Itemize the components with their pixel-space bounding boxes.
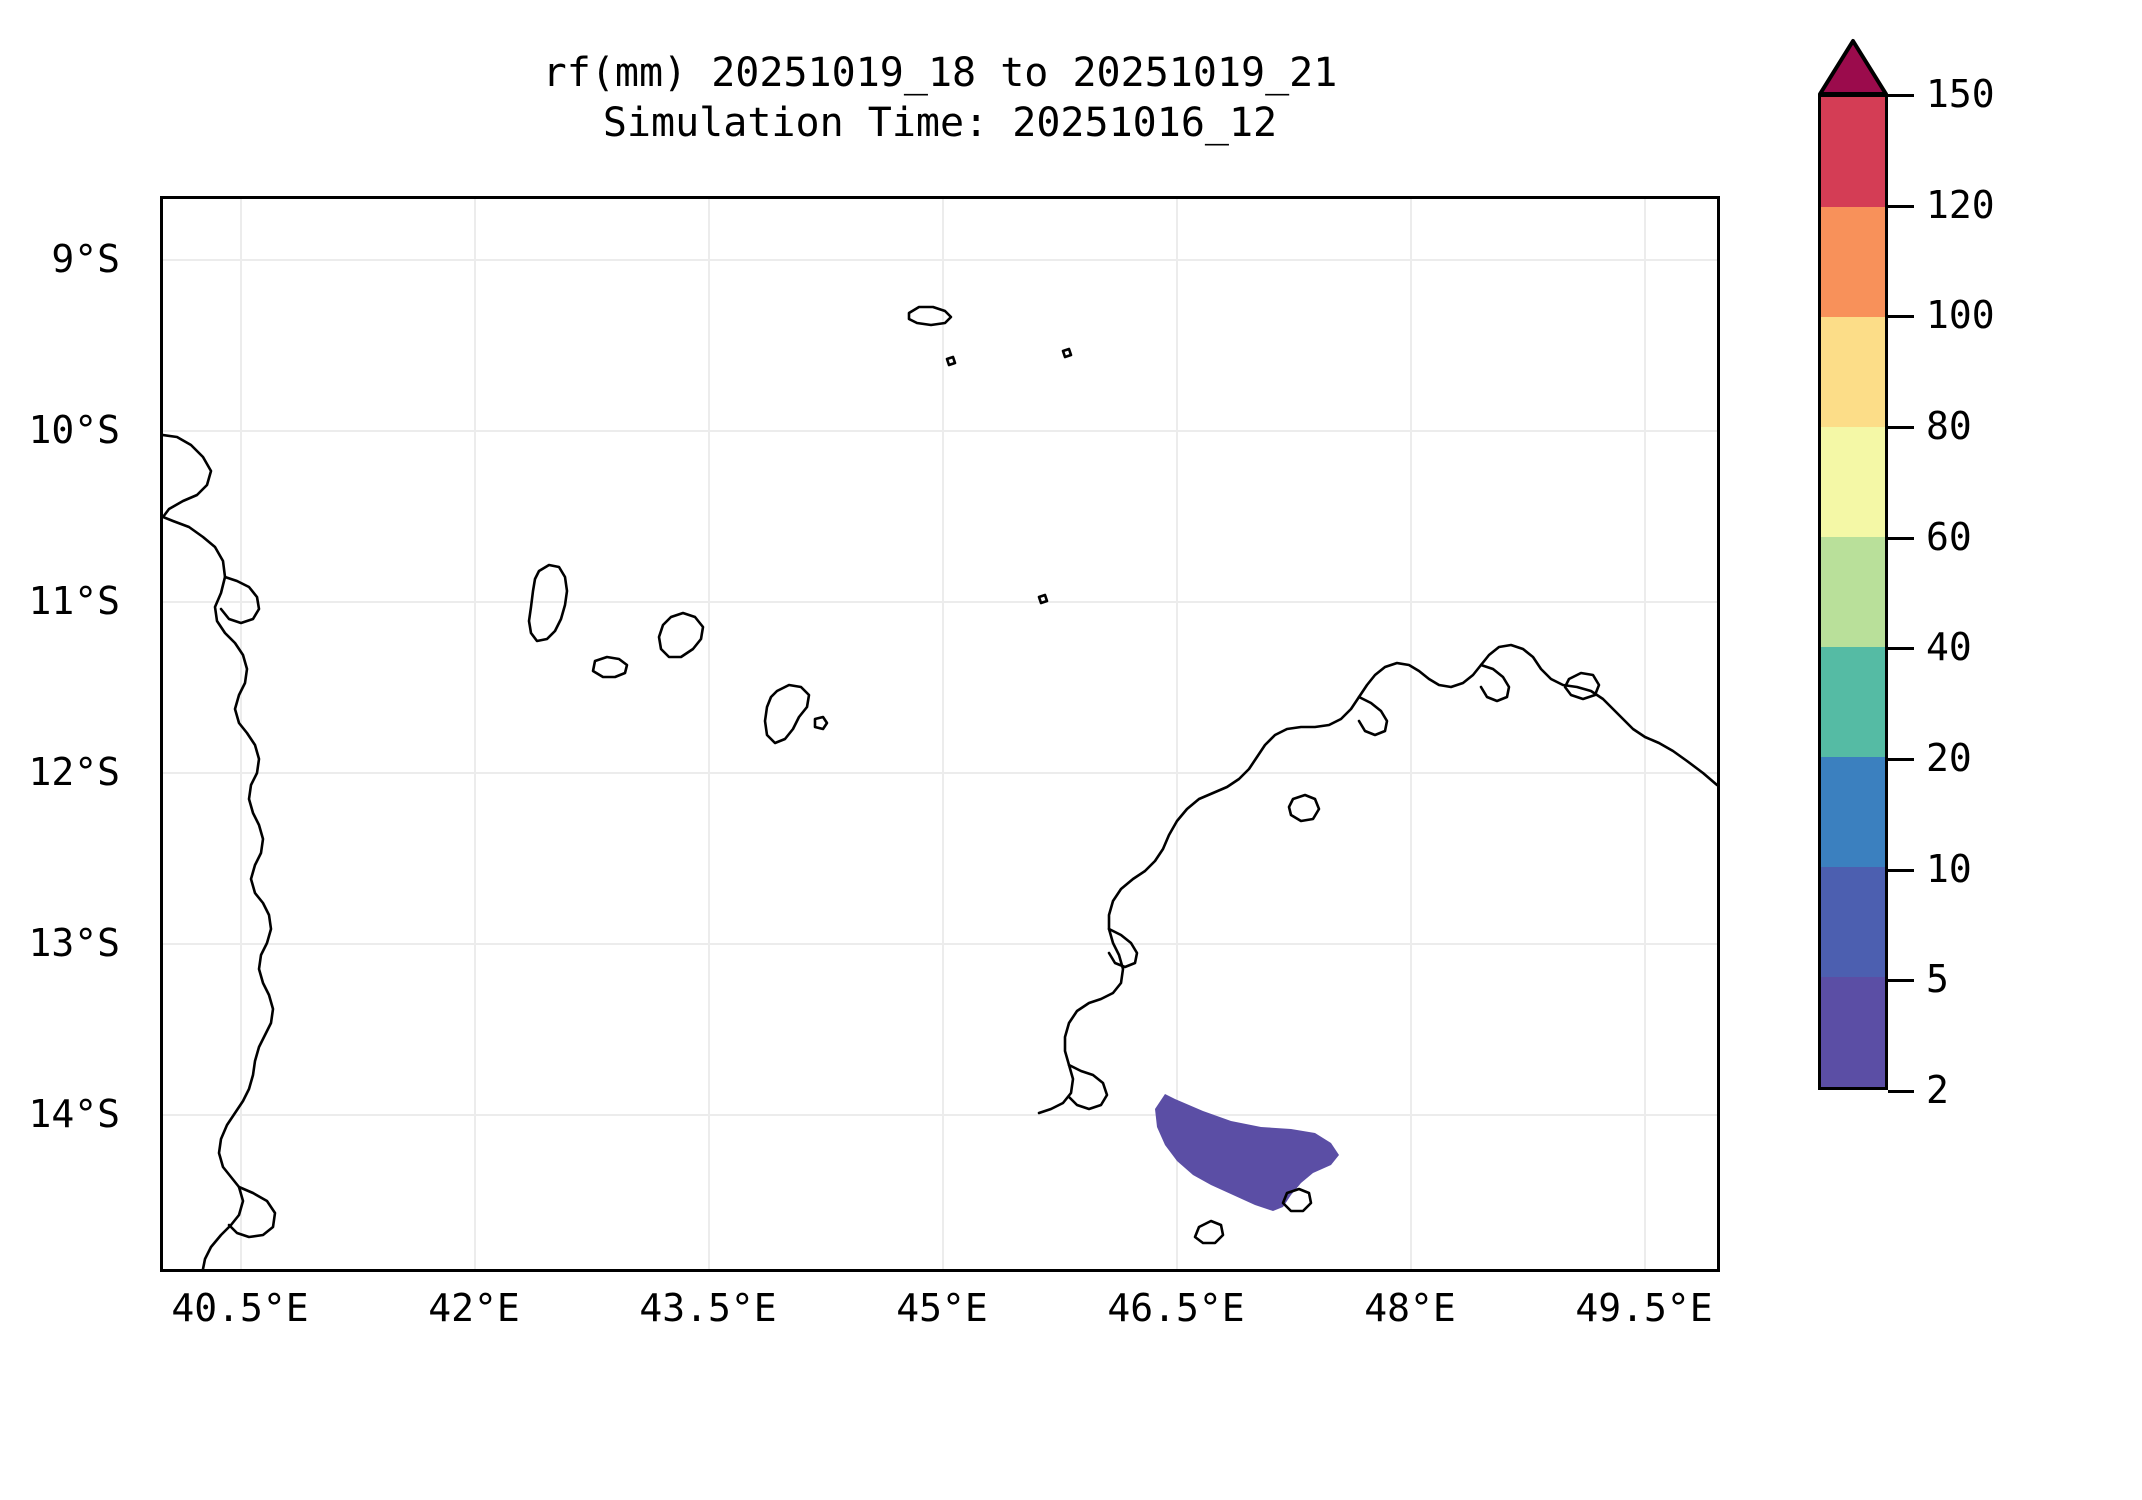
- coastline-glorioso-islands: [907, 305, 953, 327]
- gridline-lat-10S: [163, 430, 1717, 432]
- colorbar-tick-20: [1888, 758, 1914, 761]
- gridline-lon-48: [1410, 199, 1412, 1269]
- ytick-label-5: 14°S: [28, 1092, 120, 1136]
- title-line-2: Simulation Time: 20251016_12: [602, 100, 1278, 146]
- coastline-africa-mainland: [163, 433, 275, 1269]
- colorbar-label-120: 120: [1926, 183, 1995, 227]
- colorbar-label-10: 10: [1926, 847, 1972, 891]
- gridline-lon-46.5: [1176, 199, 1178, 1269]
- colorbar-tick-10: [1888, 869, 1914, 872]
- gridline-lat-12S: [163, 772, 1717, 774]
- colorbar-label-40: 40: [1926, 625, 1972, 669]
- coastline-madagascar-bay-detail-3: [1107, 927, 1139, 969]
- ytick-label-3: 12°S: [28, 750, 120, 794]
- colorbar-band-20-40: [1821, 647, 1885, 757]
- gridline-lat-9S: [163, 259, 1717, 261]
- coastline-moheli: [591, 655, 629, 679]
- colorbar-tick-80: [1888, 426, 1914, 429]
- ytick-label-0: 9°S: [51, 237, 120, 281]
- gridline-lat-11S: [163, 601, 1717, 603]
- colorbar-band-120-150: [1821, 97, 1885, 207]
- rainfall-field: [1155, 1094, 1339, 1211]
- coastline-madagascar-bay-detail-1: [1479, 663, 1511, 703]
- colorbar-band-100-120: [1821, 207, 1885, 317]
- coastline-islet-b: [1061, 347, 1073, 359]
- coastline-islet-c: [1037, 593, 1049, 605]
- colorbar-band-10-20: [1821, 757, 1885, 867]
- gridline-lon-40.5: [240, 199, 242, 1269]
- colorbar-band-80-100: [1821, 317, 1885, 427]
- gridline-lon-43.5: [708, 199, 710, 1269]
- gridline-lon-42: [474, 199, 476, 1269]
- colorbar-label-80: 80: [1926, 404, 1972, 448]
- gridline-lon-45: [942, 199, 944, 1269]
- xtick-label-5: 48°E: [1364, 1286, 1456, 1330]
- xtick-label-0: 40.5°E: [171, 1286, 309, 1330]
- xtick-label-6: 49.5°E: [1575, 1286, 1713, 1330]
- colorbar-tick-60: [1888, 537, 1914, 540]
- coastline-madagascar-islet-1: [1287, 793, 1321, 823]
- colorbar-band-5-10: [1821, 867, 1885, 977]
- title-line-1: rf(mm) 20251019_18 to 20251019_21: [542, 50, 1338, 96]
- coastline-africa-bay-detail: [219, 575, 261, 625]
- chart-title: rf(mm) 20251019_18 to 20251019_21 Simula…: [160, 48, 1720, 148]
- coastline-africa-south-detail: [227, 1185, 277, 1239]
- colorbar-tick-2: [1888, 1090, 1914, 1093]
- coastline-nosy-be: [1563, 671, 1601, 701]
- coastline-madagascar-northwest: [1037, 643, 1717, 1115]
- colorbar-label-150: 150: [1926, 72, 1995, 116]
- xtick-label-3: 45°E: [896, 1286, 988, 1330]
- coastline-islet-a: [945, 355, 957, 367]
- map-plot-area: [160, 196, 1720, 1272]
- coastline-grande-comore: [527, 563, 569, 643]
- colorbar: 150 120 100 80 60 40 20 10 5 2: [1818, 38, 1995, 1112]
- xtick-label-1: 42°E: [428, 1286, 520, 1330]
- coastline-mayotte-islet: [813, 715, 829, 731]
- coastline-anjouan: [657, 611, 705, 659]
- colorbar-tick-150: [1888, 94, 1914, 97]
- coastline-madagascar-south-detail: [1067, 1063, 1109, 1111]
- coastlines: [163, 305, 1717, 1269]
- coastline-madagascar-islet-2: [1193, 1219, 1225, 1245]
- gridline-lat-14S: [163, 1114, 1717, 1116]
- ytick-label-1: 10°S: [28, 408, 120, 452]
- colorbar-tick-120: [1888, 205, 1914, 208]
- gridline-lat-13S: [163, 943, 1717, 945]
- colorbar-band-40-60: [1821, 537, 1885, 647]
- colorbar-extend-max-arrow: [1818, 39, 1888, 96]
- colorbar-label-2: 2: [1926, 1068, 1949, 1112]
- xtick-label-4: 46.5°E: [1107, 1286, 1245, 1330]
- rainfall-patch-2-5mm: [1155, 1094, 1339, 1211]
- xtick-label-2: 43.5°E: [639, 1286, 777, 1330]
- ytick-label-2: 11°S: [28, 579, 120, 623]
- colorbar-gradient: [1818, 94, 1888, 1090]
- colorbar-band-60-80: [1821, 427, 1885, 537]
- coastline-madagascar-bay-detail-2: [1357, 695, 1389, 737]
- colorbar-tick-5: [1888, 979, 1914, 982]
- colorbar-band-2-5: [1821, 977, 1885, 1087]
- coastline-madagascar-islet-3: [1281, 1187, 1313, 1213]
- colorbar-label-100: 100: [1926, 293, 1995, 337]
- gridline-lon-49.5: [1644, 199, 1646, 1269]
- map-layer: [163, 305, 1717, 1269]
- colorbar-tick-40: [1888, 647, 1914, 650]
- coastline-mayotte: [763, 683, 811, 745]
- colorbar-label-20: 20: [1926, 736, 1972, 780]
- colorbar-label-60: 60: [1926, 515, 1972, 559]
- colorbar-label-5: 5: [1926, 957, 1949, 1001]
- colorbar-tick-100: [1888, 315, 1914, 318]
- ytick-label-4: 13°S: [28, 921, 120, 965]
